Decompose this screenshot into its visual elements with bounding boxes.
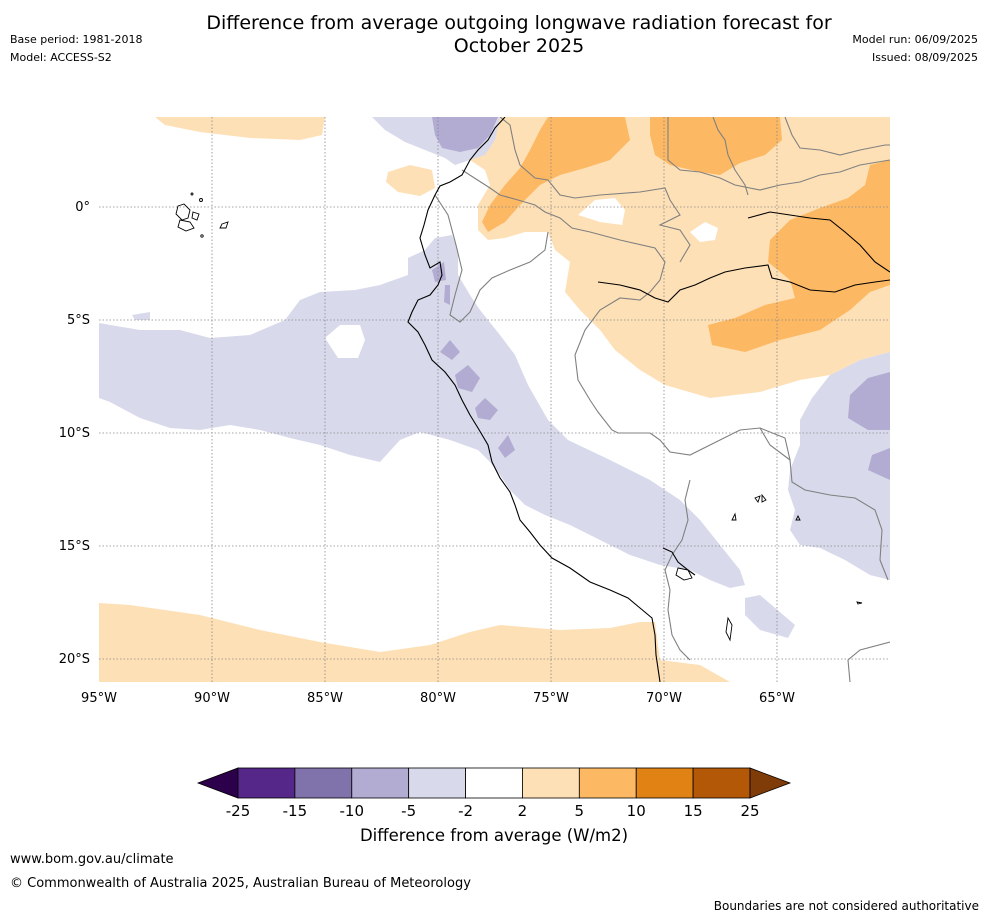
colorbar-segment [294,767,353,799]
title-line-1: Difference from average outgoing longwav… [206,12,832,34]
base-period: Base period: 1981-2018 [10,33,143,46]
lat-label-20s: 20°S [59,652,90,667]
colorbar-tick-label: 5 [575,802,585,820]
model-run: Model run: 06/09/2025 [852,33,978,46]
lon-label-90w: 90°W [194,691,230,706]
lat-label-0: 0° [75,200,90,215]
anomaly-region-strong-positive-1 [482,117,630,232]
anomaly-region-moderate-negative-east-2 [868,448,890,480]
chart-title: Difference from average outgoing longwav… [150,12,888,58]
anomaly-patch-5 [432,262,446,282]
colorbar-title: Difference from average (W/m2) [359,826,629,845]
anomaly-region-moderate-negative-north [432,117,498,152]
colorbar-tick-label: -15 [283,802,308,820]
anomaly-region-moderate-negative-east [848,372,890,430]
lon-label-80w: 80°W [420,691,456,706]
anomaly-neutral-hole-1 [578,198,625,225]
lat-label-10s: 10°S [59,426,90,441]
meta-right: Model run: 06/09/2025 Issued: 08/09/2025 [852,31,978,67]
galapagos-islands [175,192,229,238]
anomaly-region-negative-central [99,235,745,588]
lat-label-15s: 15°S [59,539,90,554]
model-name: Model: ACCESS-S2 [10,51,112,64]
colorbar-tick-label: 2 [518,802,528,820]
anomaly-region-positive-south [99,603,730,682]
colorbar-extend-low [196,767,239,799]
anomaly-patch-3 [475,398,498,420]
map-gridlines [99,117,890,682]
anomaly-patch-4 [498,435,515,458]
anomaly-patch-6 [444,285,450,305]
lon-label-75w: 75°W [533,691,569,706]
colorbar-segment [408,767,466,799]
colorbar-segment [351,767,410,799]
colorbar-segment [635,767,694,799]
country-borders [434,117,890,682]
lon-label-65w: 65°W [759,691,795,706]
colorbar-segment [578,767,637,799]
colorbar-tick-label: -25 [226,802,251,820]
footer-url[interactable]: www.bom.gov.au/climate [10,852,174,867]
anomaly-region-positive-northwest [155,117,325,140]
colorbar-segment [522,767,580,799]
colorbar-tick-label: 15 [684,802,703,820]
anomaly-neutral-hole-3 [325,325,365,358]
colorbar: -25 -15 -10 -5 -2 2 5 10 15 25 [196,767,792,820]
anomaly-patch-1 [440,340,460,360]
anomaly-region-positive-coastal [386,165,435,196]
anomaly-region-strong-positive-3 [708,160,890,352]
x-axis-labels: 95°W 90°W 85°W 80°W 75°W 70°W 65°W [81,691,795,706]
map-plot-area [99,117,890,682]
colorbar-tick-label: 25 [740,802,759,820]
colorbar-tick-label: -2 [458,802,473,820]
footer-disclaimer: Boundaries are not considered authoritat… [713,899,979,913]
lat-label-5s: 5°S [67,313,90,328]
colorbar-tick-label: 10 [627,802,646,820]
colorbar-segment [692,767,751,799]
colorbar-extend-high [749,767,792,799]
anomaly-region-negative-southeast [745,595,795,638]
anomaly-region-negative-left-edge [132,312,150,320]
colorbar-tick-label: -10 [340,802,365,820]
footer-copyright: © Commonwealth of Australia 2025, Austra… [10,876,471,891]
coastline [407,117,890,682]
colorbar-segment [237,767,296,799]
lon-label-95w: 95°W [81,691,117,706]
y-axis-labels: 0° 5°S 10°S 15°S 20°S [59,200,90,667]
colorbar-segment [465,767,523,799]
lakes [675,493,863,642]
meta-left: Base period: 1981-2018 Model: ACCESS-S2 [10,31,142,67]
lon-label-70w: 70°W [646,691,682,706]
colorbar-tick-label: -5 [401,802,416,820]
title-line-2: October 2025 [453,35,585,57]
lon-label-85w: 85°W [307,691,343,706]
issued-date: Issued: 08/09/2025 [871,51,978,64]
anomaly-neutral-hole-2 [690,222,718,242]
anomaly-region-strong-positive-2 [650,117,782,175]
anomaly-patch-2 [455,365,480,392]
